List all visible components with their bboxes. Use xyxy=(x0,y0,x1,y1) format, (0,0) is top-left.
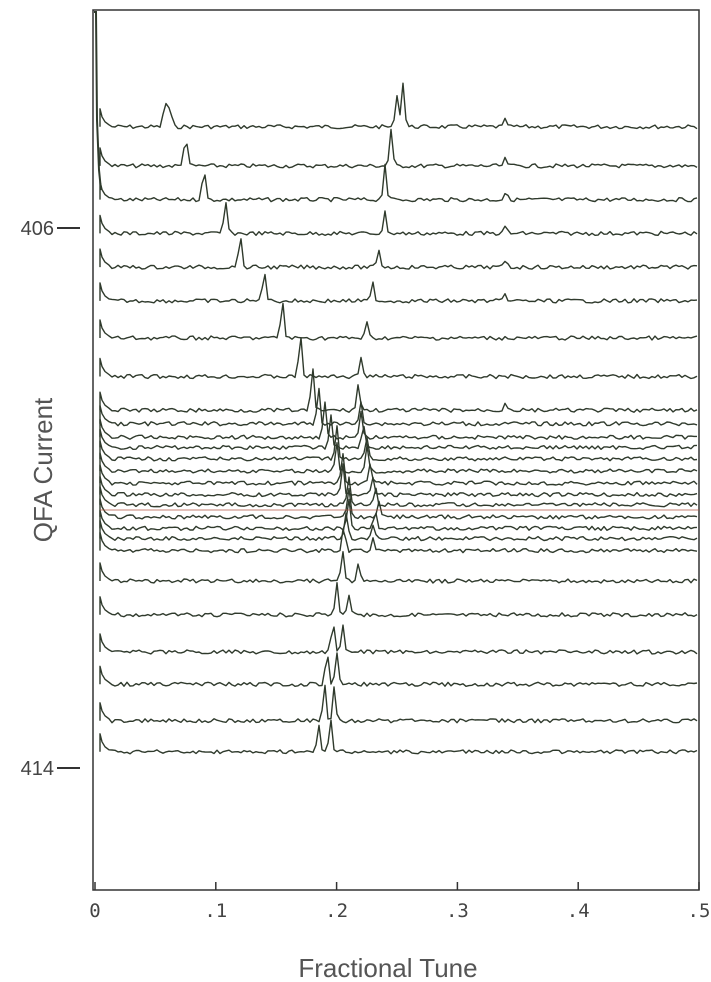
trace-line-17 xyxy=(99,487,698,520)
trace-line-8 xyxy=(99,368,698,413)
trace-line-13 xyxy=(99,442,698,474)
tune-traces xyxy=(94,11,698,755)
origin-spike xyxy=(94,11,102,191)
trace-line-25 xyxy=(99,684,698,724)
x-tick-label-0: 0 xyxy=(89,900,100,922)
trace-line-23 xyxy=(99,624,698,655)
x-tick-label-5: .5 xyxy=(688,900,711,922)
trace-line-12 xyxy=(99,425,698,462)
y-tick-label-1: 414 xyxy=(21,758,54,780)
trace-line-11 xyxy=(99,414,698,450)
trace-line-6 xyxy=(99,302,698,341)
trace-line-22 xyxy=(99,582,698,618)
trace-line-9 xyxy=(99,387,698,427)
trace-line-2 xyxy=(99,163,698,203)
trace-line-3 xyxy=(99,201,698,237)
trace-line-15 xyxy=(99,463,698,498)
trace-line-5 xyxy=(99,273,698,304)
trace-line-10 xyxy=(99,401,697,440)
y-tick-label-0: 406 xyxy=(21,218,54,240)
x-tick-label-2: .2 xyxy=(325,900,348,922)
trace-line-20 xyxy=(99,528,698,554)
x-axis-ticks: 0 .1 .2 .3 .4 .5 xyxy=(89,882,710,922)
trace-line-16 xyxy=(99,476,698,508)
plot-frame xyxy=(92,9,700,891)
trace-line-1 xyxy=(99,128,698,169)
y-axis-title: QFA Current xyxy=(28,397,58,542)
trace-line-0 xyxy=(99,82,698,130)
trace-line-7 xyxy=(99,337,698,380)
trace-line-26 xyxy=(99,719,698,755)
x-tick-label-3: .3 xyxy=(446,900,469,922)
trace-line-14 xyxy=(99,453,698,486)
trace-line-4 xyxy=(99,238,698,270)
trace-line-24 xyxy=(99,652,698,687)
trace-line-18 xyxy=(99,498,698,531)
trace-line-21 xyxy=(99,551,698,584)
y-axis-ticks: 406 414 xyxy=(21,218,80,780)
x-tick-label-4: .4 xyxy=(567,900,590,922)
x-tick-label-1: .1 xyxy=(204,900,227,922)
x-axis-title: Fractional Tune xyxy=(298,953,477,982)
trace-line-19 xyxy=(99,512,698,542)
